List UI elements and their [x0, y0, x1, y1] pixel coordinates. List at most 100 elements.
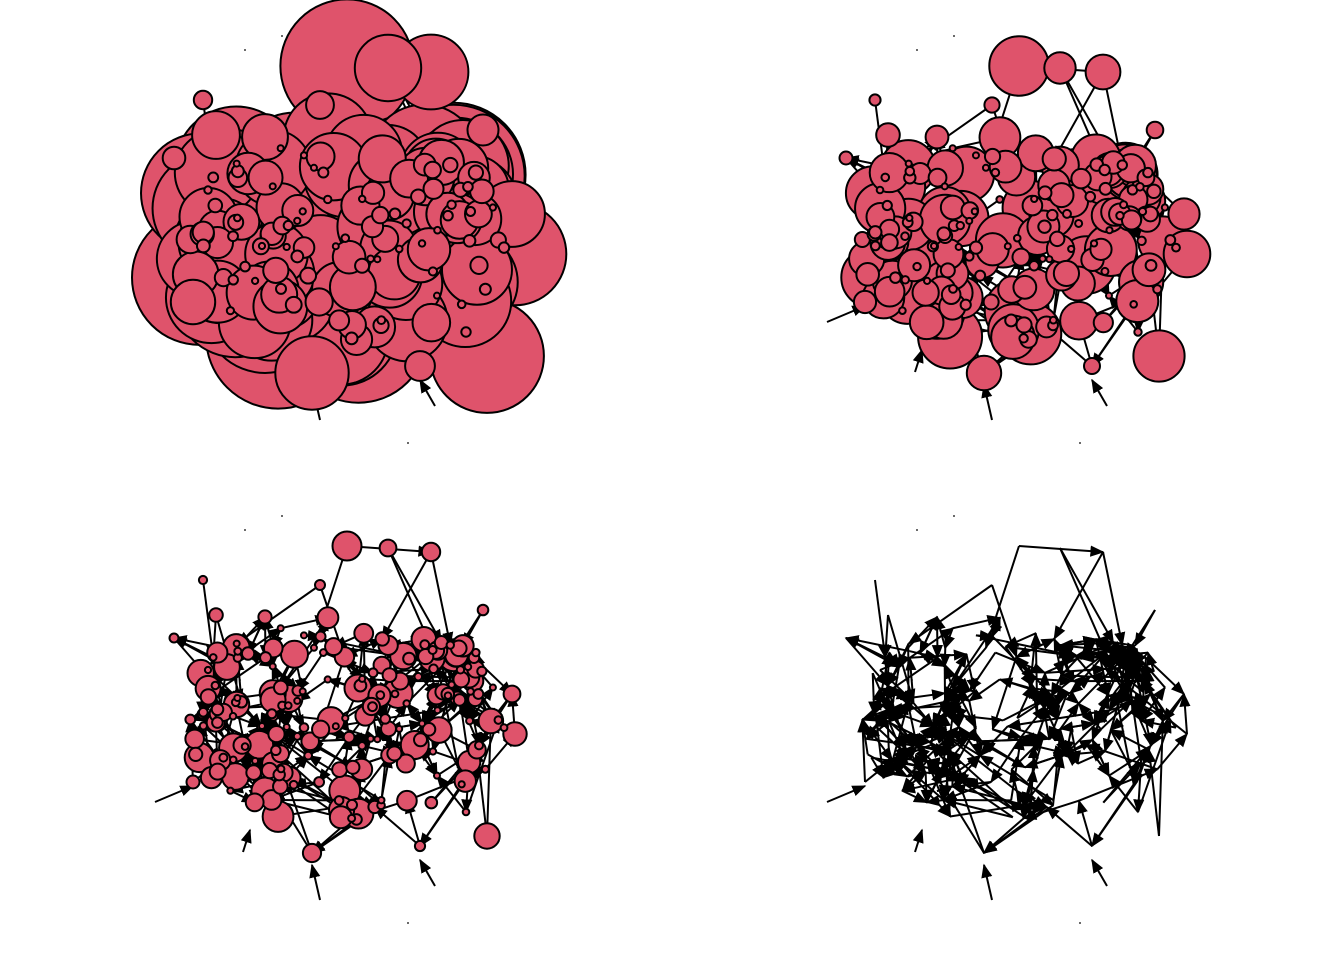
network-node	[476, 665, 488, 677]
panel-corner-dot	[244, 529, 246, 531]
network-edge	[906, 702, 920, 748]
network-node	[453, 769, 477, 793]
network-edge	[901, 789, 928, 804]
network-edge	[1109, 729, 1139, 783]
network-edge	[1085, 744, 1110, 777]
network-node	[1129, 300, 1138, 309]
network-node	[1098, 181, 1113, 196]
network-node	[461, 807, 471, 817]
network-node	[218, 752, 229, 763]
network-node	[1052, 259, 1081, 288]
network-node	[927, 167, 948, 188]
network-node	[471, 647, 481, 658]
network-edge	[909, 689, 947, 701]
network-node	[331, 722, 340, 731]
network-edge	[1059, 547, 1106, 652]
network-node	[473, 822, 501, 850]
network-edge	[154, 785, 195, 803]
network-node	[456, 299, 467, 310]
network-edge	[931, 704, 961, 728]
network-edge	[1058, 639, 1114, 651]
network-node	[469, 178, 495, 205]
network-node	[875, 185, 885, 195]
network-node	[868, 93, 882, 107]
network-edge	[890, 708, 907, 720]
network-node	[462, 234, 477, 248]
network-node	[305, 90, 335, 120]
network-edge	[992, 728, 1023, 740]
network-node	[367, 701, 378, 713]
network-node	[390, 689, 400, 699]
network-node	[1030, 194, 1039, 204]
network-node	[1119, 200, 1129, 210]
network-edge	[944, 698, 960, 728]
network-node	[292, 731, 302, 741]
network-node	[1048, 182, 1075, 209]
network-node	[276, 764, 286, 774]
network-node	[210, 680, 220, 691]
network-node	[388, 207, 402, 221]
network-node	[1046, 208, 1059, 222]
panel-corner-dot	[281, 515, 283, 517]
network-node	[413, 671, 424, 682]
network-node	[406, 227, 452, 272]
network-node	[1171, 242, 1181, 253]
network-node	[1038, 254, 1047, 263]
network-node	[1120, 209, 1143, 231]
network-node	[466, 687, 475, 696]
network-edge	[894, 756, 952, 818]
network-node	[472, 688, 485, 700]
network-node	[313, 776, 326, 788]
network-node	[395, 724, 404, 733]
network-node	[908, 304, 945, 341]
network-node	[948, 144, 957, 153]
network-edge	[419, 780, 467, 848]
network-node	[1028, 260, 1040, 272]
network-edge	[1092, 699, 1133, 725]
network-edge	[968, 678, 1001, 702]
network-edge	[296, 651, 325, 692]
network-node	[868, 151, 910, 194]
panel-corner-dot	[407, 442, 409, 444]
network-node	[970, 207, 979, 216]
network-edge	[1023, 754, 1062, 769]
network-node	[442, 209, 454, 222]
network-node	[852, 289, 878, 315]
network-node	[198, 721, 208, 731]
network-node	[478, 282, 492, 296]
network-node	[228, 711, 238, 721]
network-node	[880, 172, 891, 183]
network-node	[358, 674, 367, 683]
network-edge	[999, 678, 1053, 698]
network-node	[233, 213, 242, 223]
network-node	[353, 622, 375, 644]
network-node	[191, 110, 241, 160]
network-node	[1133, 327, 1143, 337]
network-node	[1037, 219, 1052, 234]
network-edge	[1045, 806, 1093, 847]
network-edge	[942, 797, 1014, 819]
network-edge	[240, 828, 252, 853]
network-edge	[1059, 547, 1115, 644]
network-node	[465, 716, 475, 726]
network-node	[1116, 159, 1128, 171]
network-node	[939, 262, 956, 279]
node-layer	[168, 530, 528, 864]
network-node	[378, 538, 398, 558]
network-edge	[943, 653, 968, 694]
network-edge	[1010, 768, 1055, 807]
network-node	[1074, 218, 1084, 228]
network-edge	[845, 637, 889, 687]
network-node	[259, 651, 273, 665]
network-node	[197, 574, 209, 586]
network-node	[346, 798, 359, 811]
network-node	[268, 182, 277, 191]
network-node	[965, 354, 1003, 392]
network-edge	[310, 733, 373, 745]
network-node	[502, 721, 528, 747]
network-edge	[826, 785, 867, 803]
network-node	[1048, 315, 1058, 325]
network-node	[418, 719, 427, 728]
network-node	[299, 151, 309, 160]
network-node	[855, 262, 880, 287]
